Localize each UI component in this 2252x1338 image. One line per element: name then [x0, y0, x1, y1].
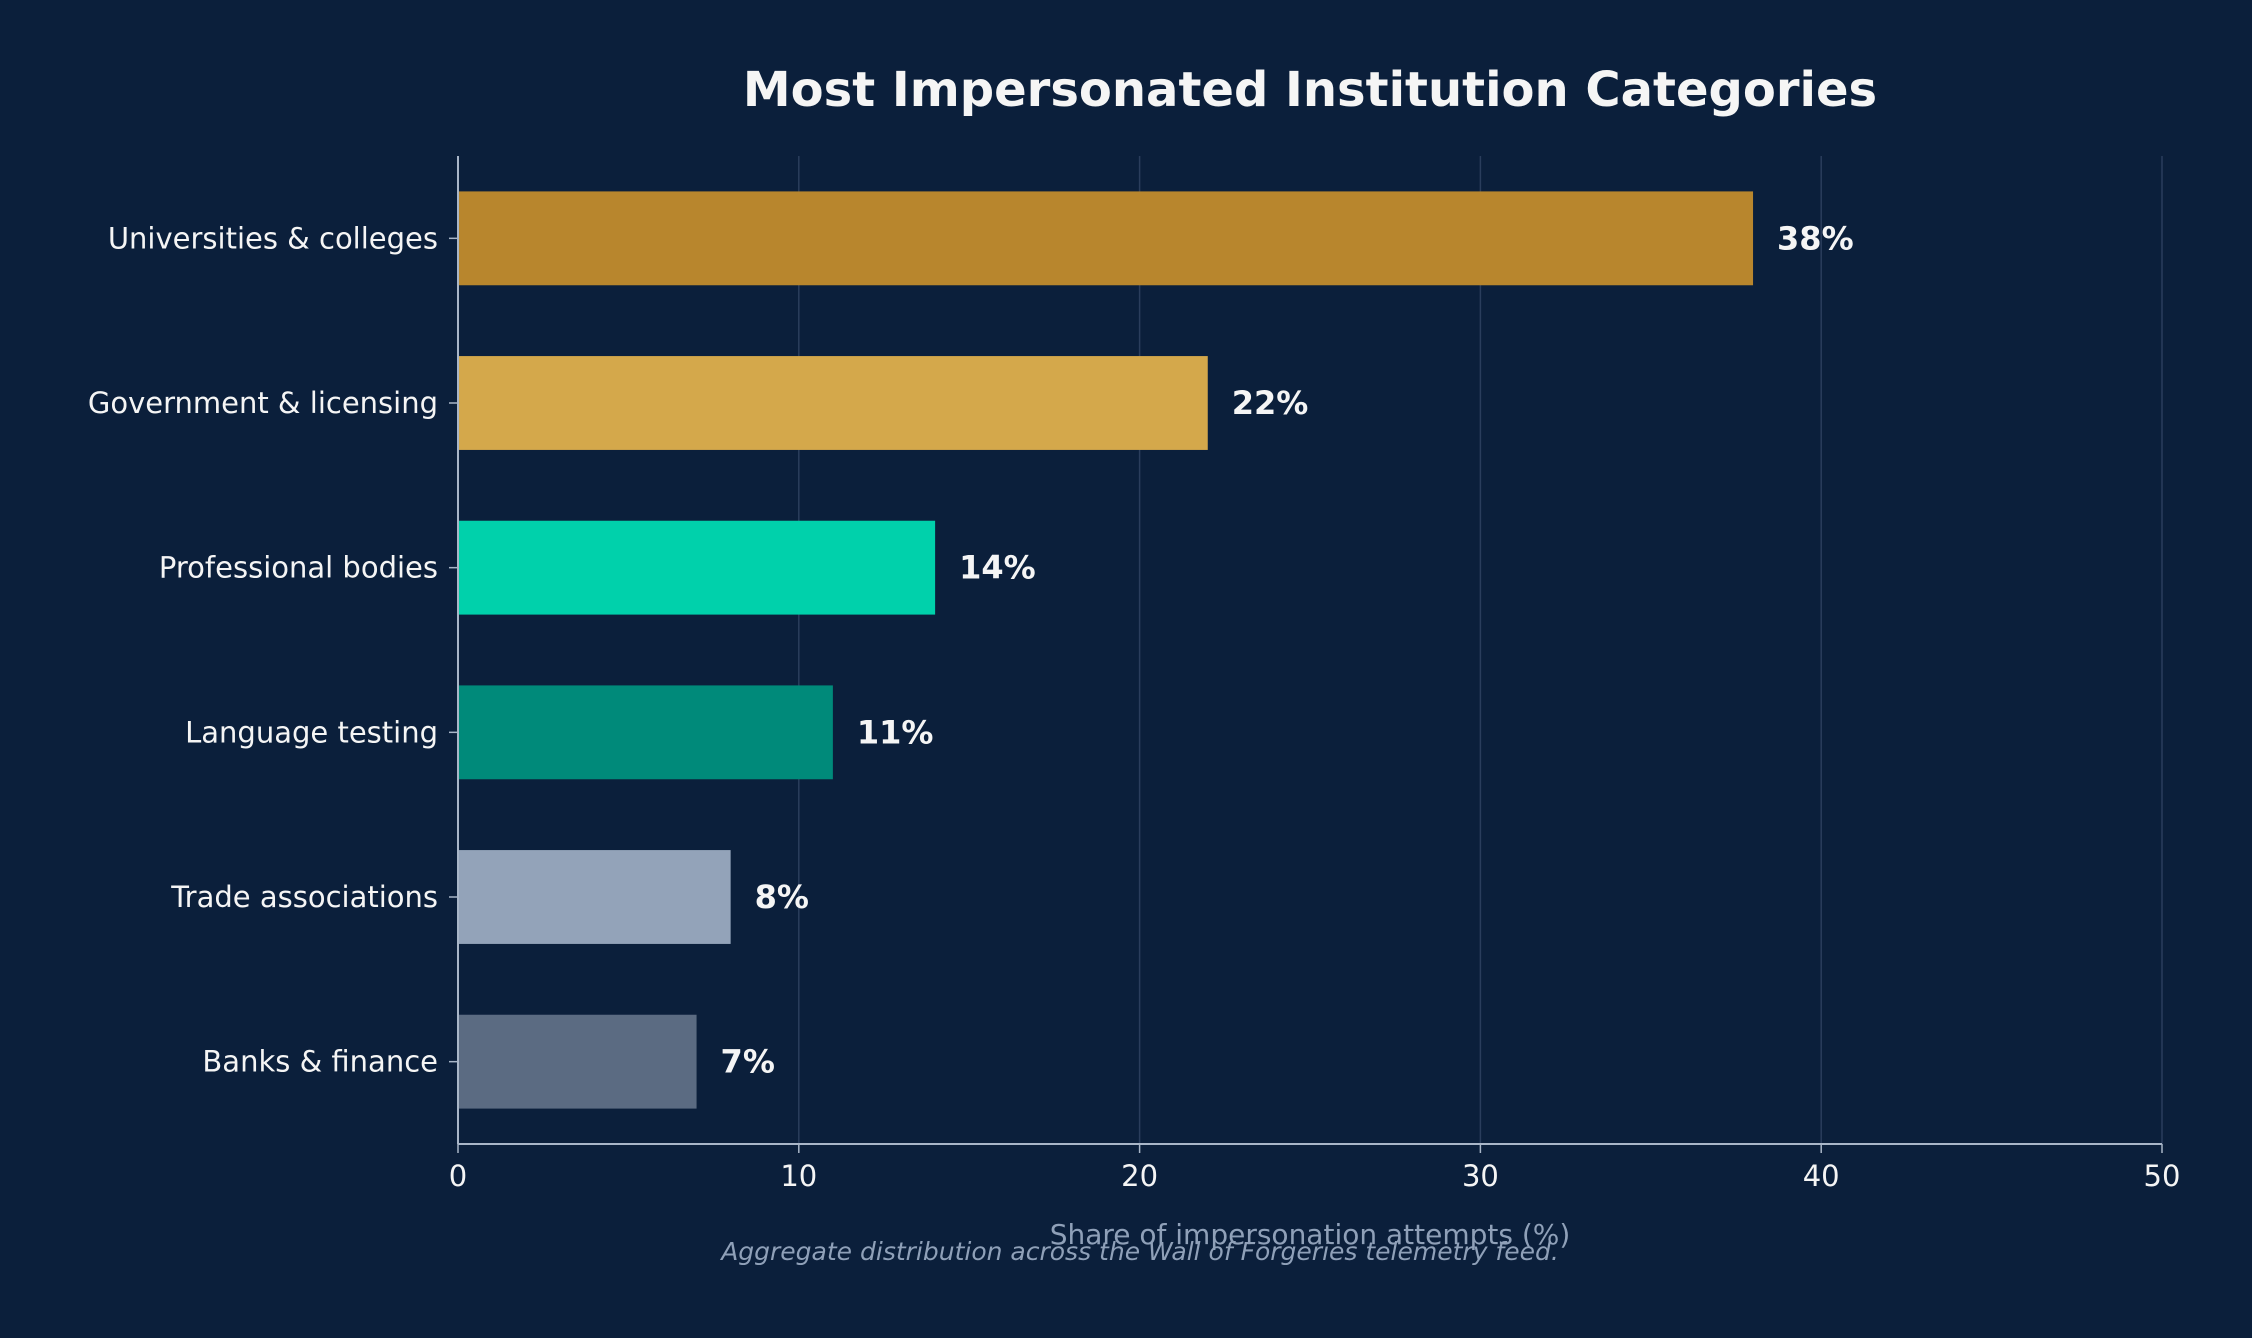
axes — [449, 156, 2163, 1153]
gridlines — [798, 156, 2163, 1144]
x-tick-label: 30 — [1462, 1159, 1499, 1193]
data-label: 11% — [857, 713, 934, 751]
bar — [458, 685, 833, 780]
y-tick-label: Professional bodies — [159, 551, 438, 585]
bars — [458, 191, 1754, 1109]
x-tick-label: 10 — [780, 1159, 817, 1193]
x-tick-label: 50 — [2144, 1159, 2181, 1193]
bar — [458, 850, 731, 944]
data-label: 8% — [755, 878, 809, 916]
x-tick-label: 20 — [1121, 1159, 1158, 1193]
chart-title: Most Impersonated Institution Categories — [743, 62, 1877, 118]
data-label: 22% — [1232, 384, 1309, 422]
x-tick-label: 40 — [1803, 1159, 1840, 1193]
y-tick-label: Language testing — [185, 715, 438, 749]
data-label: 14% — [959, 549, 1036, 587]
bar — [458, 1014, 697, 1109]
chart-caption: Aggregate distribution across the Wall o… — [719, 1237, 1559, 1266]
x-axis-label: Share of impersonation attempts (%) — [1050, 1218, 1571, 1251]
y-tick-label: Government & licensing — [88, 386, 438, 420]
y-tick-label: Trade associations — [170, 880, 438, 914]
x-tick-label: 0 — [449, 1159, 467, 1193]
y-tick-label: Universities & colleges — [108, 221, 438, 255]
bar — [458, 191, 1754, 286]
y-tick-label: Banks & finance — [202, 1045, 438, 1079]
bar — [458, 520, 936, 615]
data-label: 38% — [1777, 219, 1854, 257]
data-label: 7% — [721, 1043, 775, 1081]
labels: 38% Universities & colleges 22% Government … — [88, 219, 2181, 1193]
bar — [458, 356, 1208, 450]
